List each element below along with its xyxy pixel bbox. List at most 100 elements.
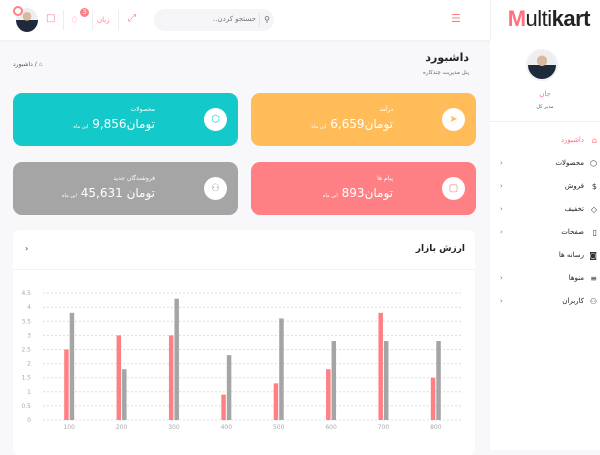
bar[interactable] bbox=[226, 355, 232, 420]
stat-label: پیام ها bbox=[377, 175, 393, 182]
search-input[interactable]: ⚲ جستجو کردن.. bbox=[154, 9, 274, 31]
sidebar-item[interactable]: $ فروش ‹ bbox=[490, 181, 600, 203]
y-tick-label: 2 bbox=[27, 361, 31, 368]
sidebar-item[interactable]: ▯ صفحات ‹ bbox=[490, 227, 600, 249]
sidebar-item[interactable]: ⬡ محصولات ‹ bbox=[490, 158, 600, 180]
bar[interactable] bbox=[69, 312, 75, 420]
status-dot bbox=[13, 6, 23, 16]
sidebar-item-label: فروش bbox=[564, 182, 584, 190]
bar[interactable] bbox=[273, 383, 279, 420]
divider bbox=[63, 10, 64, 30]
card-header bbox=[13, 230, 475, 270]
stat-card[interactable]: ⬡ محصولات تومان9,856 این ماه bbox=[13, 93, 238, 146]
chevron-right-icon[interactable]: › bbox=[25, 244, 29, 253]
bar[interactable] bbox=[430, 377, 436, 420]
bar[interactable] bbox=[122, 369, 127, 420]
users-icon: ⚇ bbox=[204, 177, 227, 200]
page-subtitle: پنل مدیریت چندکاره bbox=[423, 70, 469, 76]
bar[interactable] bbox=[436, 341, 441, 420]
sidebar-item[interactable]: ⌂ داشبورد bbox=[490, 135, 600, 157]
divider bbox=[259, 13, 260, 27]
x-tick-label: 600 bbox=[325, 424, 337, 431]
x-tick-label: 700 bbox=[378, 424, 390, 431]
y-tick-label: 4.5 bbox=[21, 290, 31, 297]
stat-value: تومان6,659 این ماه bbox=[311, 117, 393, 131]
y-tick-label: 3.5 bbox=[21, 318, 31, 325]
y-tick-label: 1 bbox=[27, 389, 31, 396]
divider bbox=[118, 10, 119, 30]
box-icon: ⬡ bbox=[590, 159, 597, 168]
y-tick-label: 4 bbox=[27, 304, 31, 311]
logo[interactable]: Multikart bbox=[507, 6, 591, 31]
stat-label: درآمد bbox=[379, 106, 393, 113]
bar[interactable] bbox=[168, 335, 174, 420]
bar[interactable] bbox=[221, 394, 226, 420]
user-role: مدیر کل bbox=[536, 104, 554, 110]
stat-label: محصولات bbox=[130, 106, 155, 113]
dollar-icon: $ bbox=[591, 182, 597, 191]
bar[interactable] bbox=[378, 312, 383, 420]
chevron-left-icon[interactable]: ‹ bbox=[500, 297, 503, 305]
x-tick-label: 800 bbox=[430, 424, 442, 431]
user-name: جان bbox=[539, 90, 551, 98]
bell-icon[interactable]: ♢ bbox=[70, 15, 79, 26]
tag-icon: ◇ bbox=[590, 205, 597, 214]
x-tick-label: 400 bbox=[221, 424, 233, 431]
stat-card[interactable]: ⚇ فروشندگان جدید تومان 45,631 این ماه bbox=[13, 162, 238, 215]
chevron-left-icon[interactable]: ‹ bbox=[500, 159, 503, 167]
sidebar-item-label: محصولات bbox=[555, 159, 584, 167]
sidebar: جان مدیر کل ⌂ داشبورد ⬡ محصولات ‹ $ فروش ‹ ◇ تخفی… bbox=[490, 40, 600, 450]
box-icon: ⬡ bbox=[204, 108, 227, 131]
x-tick-label: 500 bbox=[273, 424, 285, 431]
navigation-icon: ➤ bbox=[442, 108, 465, 131]
sidebar-item-label: رسانه ها bbox=[558, 251, 584, 259]
chevron-left-icon[interactable]: ‹ bbox=[500, 182, 503, 190]
stat-value: تومان9,856 این ماه bbox=[73, 117, 155, 131]
chart-title: ارزش بازار bbox=[415, 244, 465, 254]
stat-value: تومان893 این ماه bbox=[322, 186, 393, 200]
y-tick-label: 2.5 bbox=[21, 347, 31, 354]
sidebar-item-label: تخفیف bbox=[564, 205, 584, 213]
expand-icon[interactable]: ⤢ bbox=[128, 13, 136, 24]
bar[interactable] bbox=[64, 349, 69, 421]
divider bbox=[92, 10, 93, 30]
divider bbox=[490, 0, 491, 40]
bar[interactable] bbox=[116, 335, 122, 420]
camera-icon: ◙ bbox=[589, 251, 597, 260]
menu-icon[interactable]: ☰ bbox=[451, 12, 461, 25]
search-icon[interactable]: ⚲ bbox=[264, 15, 270, 24]
x-tick-label: 300 bbox=[168, 424, 180, 431]
bar[interactable] bbox=[331, 341, 337, 420]
sidebar-item[interactable]: ◇ تخفیف ‹ bbox=[490, 204, 600, 226]
breadcrumb-item: داشبورد bbox=[13, 61, 33, 68]
language-button[interactable]: زبان bbox=[97, 16, 110, 24]
breadcrumb: داشبورد / ⌂ bbox=[13, 61, 43, 68]
bar[interactable] bbox=[383, 341, 389, 420]
chevron-left-icon[interactable]: ‹ bbox=[500, 274, 503, 282]
y-tick-label: 0 bbox=[27, 417, 31, 424]
stat-card[interactable]: ▢ پیام ها تومان893 این ماه bbox=[251, 162, 476, 215]
bar[interactable] bbox=[174, 298, 179, 420]
chat-icon[interactable]: □ bbox=[46, 13, 56, 24]
sidebar-item[interactable]: ◙ رسانه ها bbox=[490, 250, 600, 272]
chevron-left-icon[interactable]: ‹ bbox=[500, 205, 503, 213]
y-tick-label: 0.5 bbox=[21, 403, 31, 410]
stat-card[interactable]: ➤ درآمد تومان6,659 این ماه bbox=[251, 93, 476, 146]
bar[interactable] bbox=[326, 369, 331, 420]
y-tick-label: 3 bbox=[27, 332, 31, 339]
sidebar-item-label: منوها bbox=[568, 274, 584, 282]
bar[interactable] bbox=[279, 318, 284, 420]
avatar[interactable] bbox=[526, 49, 558, 81]
y-tick-label: 1.5 bbox=[21, 375, 31, 382]
stat-value: تومان 45,631 این ماه bbox=[61, 186, 155, 200]
clipboard-icon: ▯ bbox=[592, 228, 597, 237]
sidebar-item-label: کاربران bbox=[562, 297, 584, 305]
chevron-left-icon[interactable]: ‹ bbox=[500, 228, 503, 236]
list-icon: ≡ bbox=[590, 274, 597, 283]
sidebar-item-label: صفحات bbox=[561, 228, 584, 236]
bar-chart: 0 0.5 1 1.5 2 2.5 3 3.5 4 4.5 100 200 300 400 500 600 70… bbox=[21, 290, 462, 431]
home-icon[interactable]: ⌂ bbox=[38, 61, 43, 68]
users-icon: ⚇ bbox=[589, 297, 597, 306]
sidebar-item[interactable]: ≡ منوها ‹ bbox=[490, 273, 600, 295]
sidebar-item[interactable]: ⚇ کاربران ‹ bbox=[490, 296, 600, 318]
